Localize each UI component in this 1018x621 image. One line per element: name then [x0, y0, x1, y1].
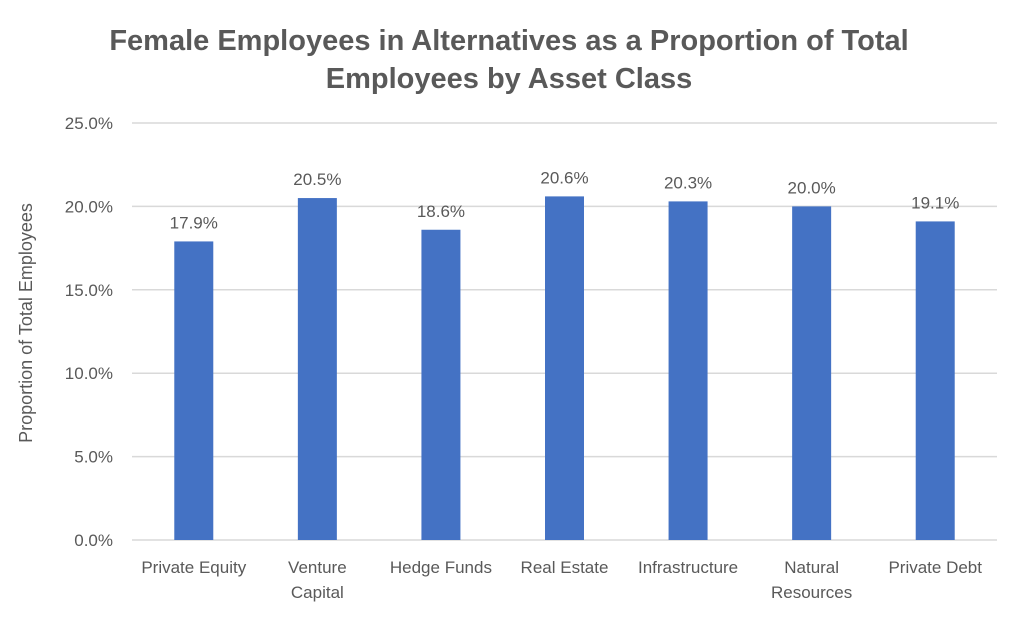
- bar: [915, 221, 955, 541]
- chart-title: Female Employees in Alternatives as a Pr…: [109, 25, 908, 95]
- y-tick-label: 0.0%: [74, 531, 113, 550]
- y-tick-label: 5.0%: [74, 448, 113, 467]
- x-category-label: Capital: [291, 583, 344, 602]
- x-axis-categories: Private Equity Venture Capital Hedge Funds R…: [141, 558, 982, 602]
- data-labels: 17.9% 20.5% 18.6% 20.6% 20.3% 20.0% 19.1%: [170, 168, 960, 232]
- bars: [174, 196, 955, 541]
- bar: [792, 206, 832, 540]
- data-label: 20.6%: [540, 168, 588, 187]
- y-tick-label: 25.0%: [65, 114, 113, 133]
- data-label: 19.1%: [911, 193, 959, 212]
- x-category-label: Infrastructure: [638, 558, 738, 577]
- chart-title-line: Employees by Asset Class: [326, 63, 692, 95]
- chart-title-line: Female Employees in Alternatives as a Pr…: [109, 25, 908, 57]
- x-category-label: Venture: [288, 558, 347, 577]
- bar: [545, 196, 584, 540]
- y-tick-label: 20.0%: [65, 197, 113, 216]
- x-category-label: Private Equity: [141, 558, 246, 577]
- bar: [174, 241, 214, 541]
- bar: [297, 198, 337, 540]
- data-label: 18.6%: [417, 202, 465, 221]
- x-category-label: Hedge Funds: [390, 558, 492, 577]
- y-tick-label: 10.0%: [65, 364, 113, 383]
- data-label: 20.5%: [293, 170, 341, 189]
- bar: [421, 229, 461, 540]
- data-label: 17.9%: [170, 213, 218, 232]
- bar: [668, 201, 708, 540]
- x-category-label: Natural: [784, 558, 839, 577]
- data-label: 20.3%: [664, 173, 712, 192]
- data-label: 20.0%: [788, 178, 836, 197]
- y-tick-label: 15.0%: [65, 281, 113, 300]
- x-category-label: Resources: [771, 583, 852, 602]
- y-axis-ticks: 0.0% 5.0% 10.0% 15.0% 20.0% 25.0%: [65, 114, 113, 550]
- y-axis-title: Proportion of Total Employees: [16, 203, 36, 443]
- x-category-label: Real Estate: [521, 558, 609, 577]
- x-category-label: Private Debt: [888, 558, 982, 577]
